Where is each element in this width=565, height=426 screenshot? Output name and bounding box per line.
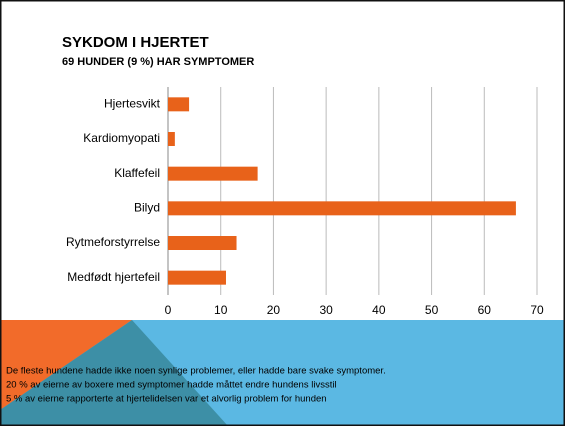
chart-title: SYKDOM I HJERTET [62,34,209,51]
x-tick-label: 40 [372,303,386,317]
bar [168,201,516,216]
x-tick-label: 60 [478,303,492,317]
y-tick-label: Rytmeforstyrrelse [66,235,160,249]
footer-diamond [0,320,228,426]
bar [168,97,190,112]
bar [168,270,226,285]
y-tick-label: Klaffefeil [114,166,160,180]
y-tick-label: Bilyd [134,201,160,215]
x-tick-label: 30 [319,303,333,317]
x-tick-label: 70 [530,303,544,317]
x-tick-label: 50 [425,303,439,317]
x-tick-label: 0 [165,303,172,317]
footer-line: De fleste hundene hadde ikke noen synlig… [6,366,386,377]
y-tick-label: Medfødt hjertefeil [67,270,160,284]
y-tick-label: Kardiomyopati [83,131,160,145]
y-tick-label: Hjertesvikt [104,97,161,111]
bar [168,166,258,181]
x-tick-label: 10 [214,303,228,317]
chart-subtitle: 69 HUNDER (9 %) HAR SYMPTOMER [62,56,254,68]
footer-line: 20 % av eierne av boxere med symptomer h… [6,380,337,391]
bar [168,236,237,250]
footer-line: 5 % av eierne rapporterte at hjertelidel… [6,394,327,405]
x-tick-label: 20 [267,303,281,317]
footer-text: De fleste hundene hadde ikke noen synlig… [6,366,386,405]
bar [168,132,175,146]
